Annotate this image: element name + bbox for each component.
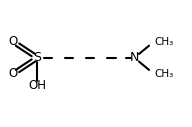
Text: N: N bbox=[130, 51, 139, 64]
Text: CH₃: CH₃ bbox=[155, 69, 174, 79]
Text: O: O bbox=[9, 35, 18, 48]
Text: CH₃: CH₃ bbox=[155, 37, 174, 47]
Text: O: O bbox=[9, 67, 18, 80]
Text: S: S bbox=[33, 51, 41, 64]
Text: OH: OH bbox=[28, 79, 46, 92]
